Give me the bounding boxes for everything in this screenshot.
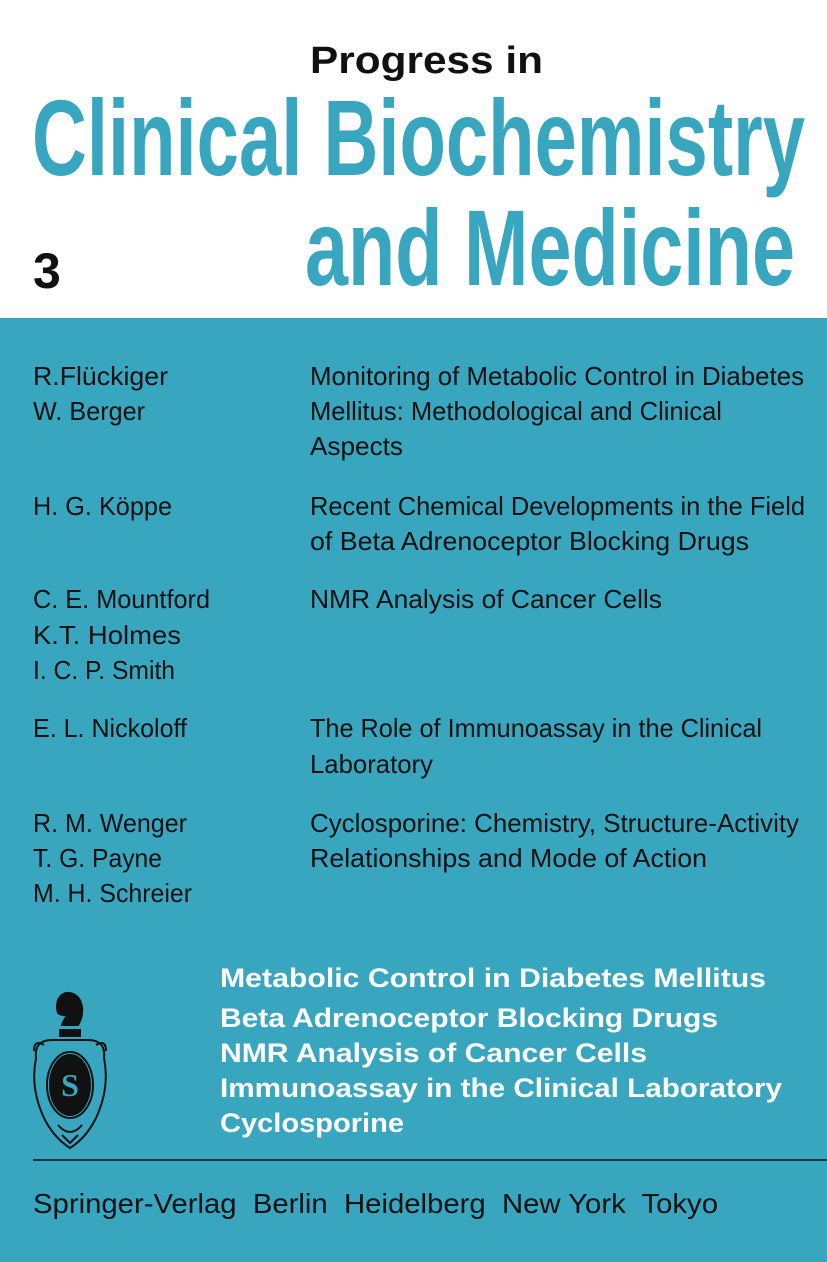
chapter-title: Relationships and Mode of Action — [310, 843, 707, 873]
chapter-title: NMR Analysis of Cancer Cells — [310, 584, 662, 614]
topic: Cyclosporine — [220, 1108, 404, 1138]
svg-text:S: S — [61, 1067, 79, 1103]
title-line-2: and Medicine — [305, 187, 795, 308]
author: W. Berger — [33, 396, 145, 426]
topics-list: Metabolic Control in Diabetes Mellitus B… — [220, 963, 782, 1138]
chapter-title: Recent Chemical Developments in the Fiel… — [310, 491, 805, 521]
chapter-title: of Beta Adrenoceptor Blocking Drugs — [310, 526, 749, 556]
chapter-title: Aspects — [310, 431, 403, 461]
chapter-title: Mellitus: Methodological and Clinical — [310, 396, 722, 426]
author: T. G. Payne — [33, 843, 162, 873]
series-label: Progress in — [310, 40, 543, 82]
chapter-title: Cyclosporine: Chemistry, Structure-Activ… — [310, 808, 799, 838]
author: M. H. Schreier — [33, 878, 192, 908]
topic: Immunoassay in the Clinical Laboratory — [220, 1073, 782, 1103]
topic: Metabolic Control in Diabetes Mellitus — [220, 963, 766, 993]
contents-list: R.Flückiger W. Berger Monitoring of Meta… — [33, 361, 805, 908]
title-line-1: Clinical Biochemistry — [32, 77, 805, 198]
author: H. G. Köppe — [33, 491, 172, 521]
volume-number: 3 — [33, 243, 61, 299]
author: I. C. P. Smith — [33, 655, 175, 685]
author: R.Flückiger — [33, 361, 168, 391]
publisher: Springer-Verlag Berlin Heidelberg New Yo… — [33, 1188, 718, 1219]
chapter-title: Laboratory — [310, 749, 433, 779]
topic: Beta Adrenoceptor Blocking Drugs — [220, 1003, 718, 1033]
chapter-title: The Role of Immunoassay in the Clinical — [310, 713, 762, 743]
author: E. L. Nickoloff — [33, 713, 188, 743]
header-area — [0, 0, 827, 318]
topic: NMR Analysis of Cancer Cells — [220, 1038, 647, 1068]
springer-knight-logo: S — [33, 991, 107, 1150]
author: R. M. Wenger — [33, 808, 187, 838]
author: C. E. Mountford — [33, 584, 210, 614]
author: K.T. Holmes — [33, 620, 181, 650]
cover-body — [0, 318, 827, 1262]
chapter-title: Monitoring of Metabolic Control in Diabe… — [310, 361, 804, 391]
